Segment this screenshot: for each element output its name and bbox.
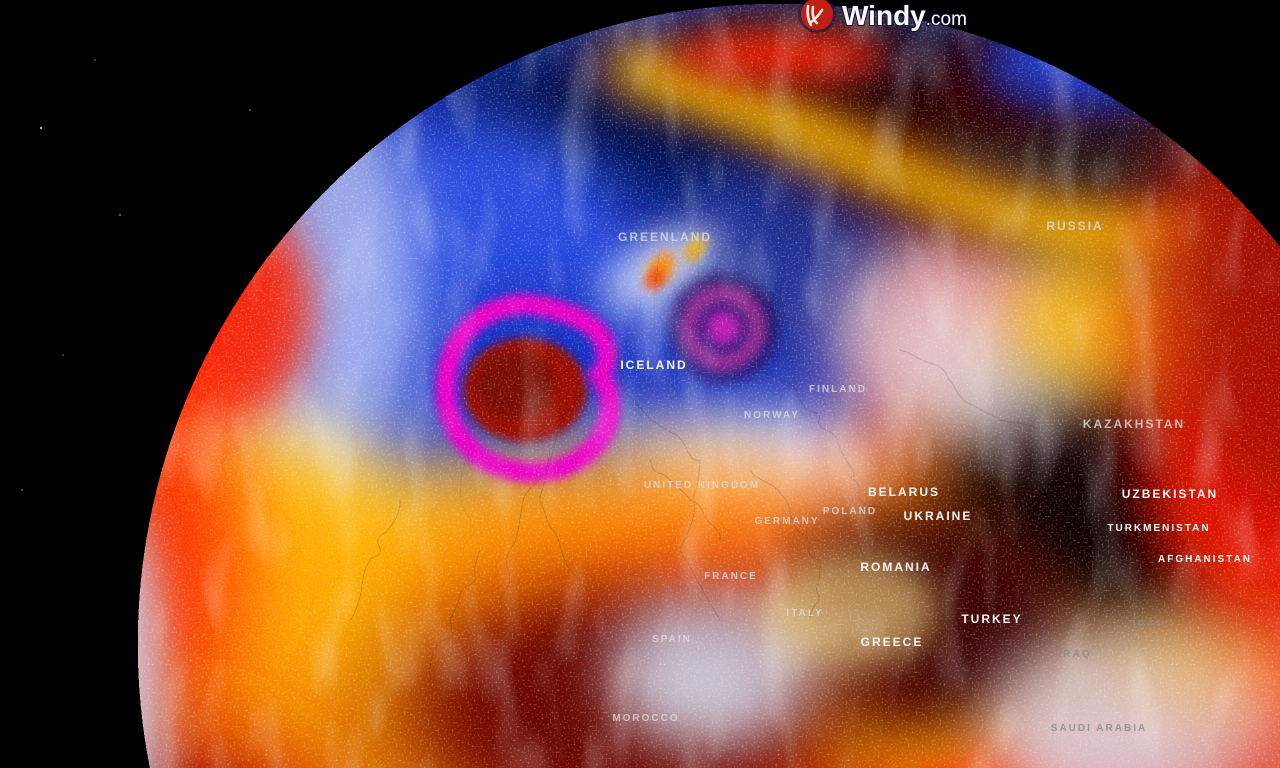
svg-text:BELARUS: BELARUS [868,485,940,499]
svg-text:ROMANIA: ROMANIA [860,560,931,574]
svg-text:NORWAY: NORWAY [744,410,800,421]
svg-text:GREECE: GREECE [861,635,924,649]
svg-text:GREENLAND: GREENLAND [618,230,712,244]
svg-text:MOROCCO: MOROCCO [612,713,679,724]
svg-text:IRAN: IRAN [1133,619,1165,630]
svg-text:POLAND: POLAND [823,506,877,517]
svg-text:Windy.com: Windy.com [842,0,967,31]
svg-text:IRAQ: IRAQ [1059,649,1092,660]
svg-text:UZBEKISTAN: UZBEKISTAN [1122,487,1218,501]
svg-text:UKRAINE: UKRAINE [904,509,973,523]
svg-text:KAZAKHSTAN: KAZAKHSTAN [1083,417,1185,431]
svg-text:TURKMENISTAN: TURKMENISTAN [1107,523,1210,534]
svg-text:ITALY: ITALY [786,608,823,619]
svg-text:GERMANY: GERMANY [754,516,819,527]
svg-text:ICELAND: ICELAND [620,358,687,372]
svg-text:AFGHANISTAN: AFGHANISTAN [1158,554,1252,565]
svg-text:UNITED KINGDOM: UNITED KINGDOM [644,480,760,491]
svg-text:FRANCE: FRANCE [704,571,758,582]
svg-text:FINLAND: FINLAND [809,384,867,395]
svg-text:SPAIN: SPAIN [652,634,692,645]
svg-text:SAUDI ARABIA: SAUDI ARABIA [1051,723,1147,734]
svg-text:TURKEY: TURKEY [961,612,1022,626]
svg-text:RUSSIA: RUSSIA [1046,219,1103,233]
